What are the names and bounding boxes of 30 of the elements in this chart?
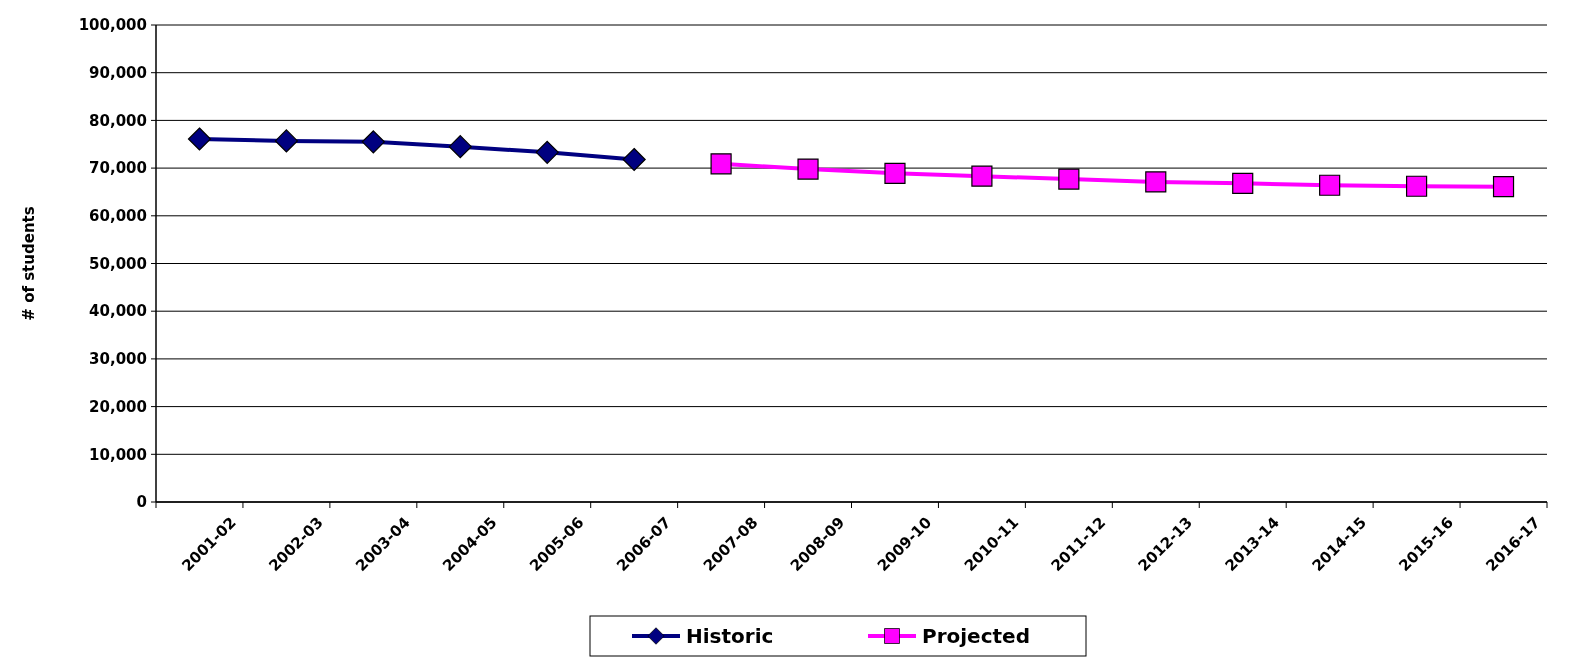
point — [1405, 175, 1428, 197]
y-tick-label: 70,000 — [89, 159, 147, 178]
y-tick-label: 90,000 — [89, 63, 147, 82]
point — [1232, 172, 1254, 194]
y-tick-label: 0 — [136, 493, 147, 512]
y-tick-label: 50,000 — [89, 254, 147, 273]
y-axis-title: # of students — [20, 206, 38, 321]
point — [448, 135, 472, 159]
point — [1492, 176, 1515, 198]
point — [622, 147, 646, 172]
y-tick-label: 100,000 — [78, 16, 147, 35]
legend-label: Projected — [922, 624, 1030, 648]
point — [797, 158, 819, 180]
point — [274, 129, 299, 153]
point — [1058, 168, 1080, 190]
point — [535, 140, 559, 164]
point — [884, 162, 906, 184]
point — [1145, 171, 1167, 193]
y-tick-label: 40,000 — [89, 302, 147, 321]
y-tick-label: 60,000 — [89, 207, 147, 226]
y-tick-label: 10,000 — [89, 445, 147, 464]
point — [971, 165, 993, 187]
point — [710, 153, 732, 175]
y-tick-label: 30,000 — [89, 350, 147, 369]
point — [1319, 174, 1341, 196]
legend-label: Historic — [686, 624, 774, 648]
point — [361, 130, 385, 154]
y-tick-label: 80,000 — [89, 111, 147, 130]
y-tick-label: 20,000 — [89, 397, 147, 416]
point — [187, 127, 212, 151]
